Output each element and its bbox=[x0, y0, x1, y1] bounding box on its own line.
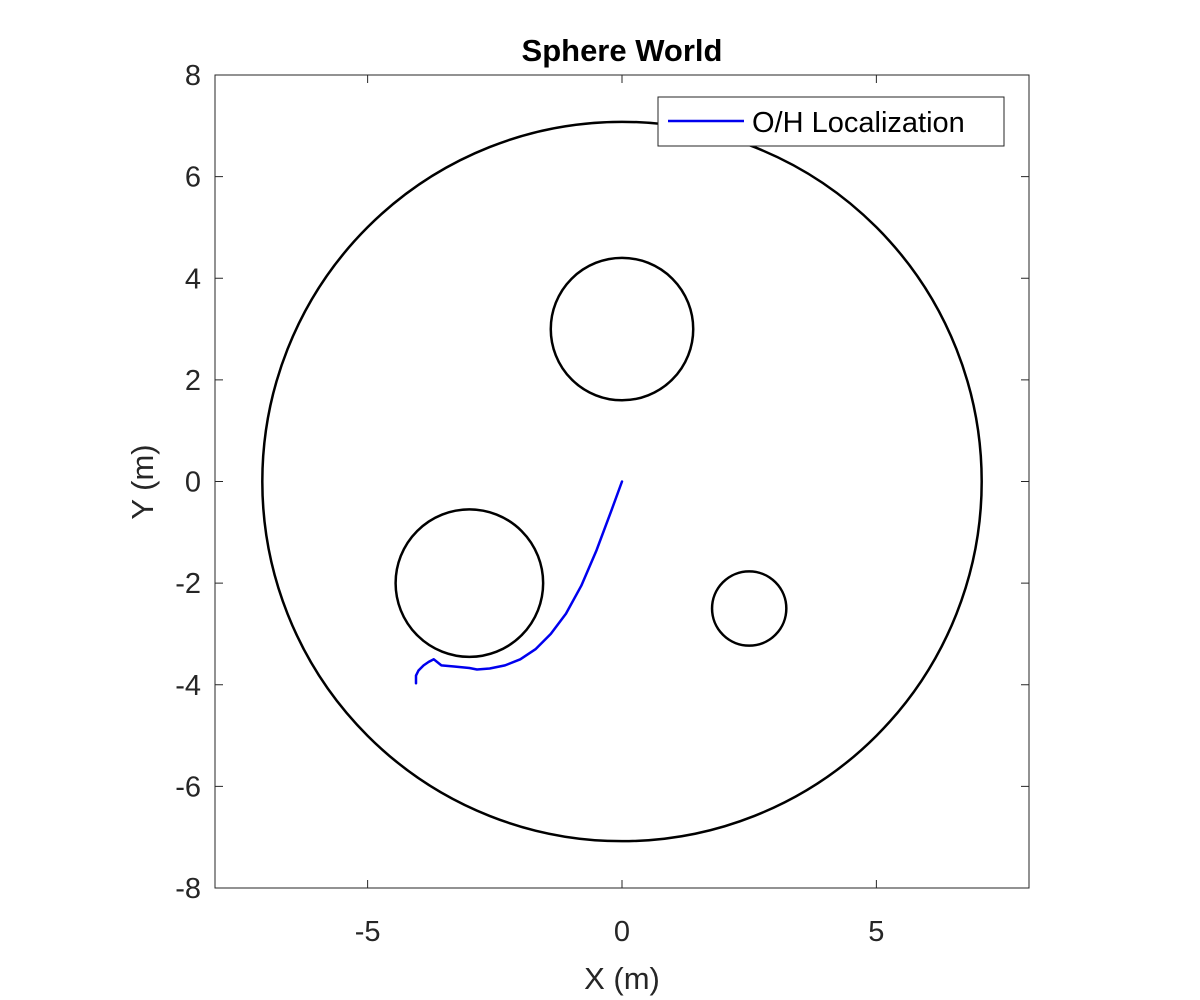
series-line-0 bbox=[414, 480, 624, 685]
y-tick-label: 0 bbox=[185, 467, 201, 499]
x-tick-label: 0 bbox=[614, 916, 630, 948]
y-tick-label: 8 bbox=[185, 60, 201, 92]
obstacles-layer bbox=[261, 120, 983, 843]
x-tick-label: 5 bbox=[868, 916, 884, 948]
y-tick-label: 2 bbox=[185, 365, 201, 397]
obstacle-1-circle bbox=[549, 256, 695, 402]
y-axis-label: Y (m) bbox=[125, 444, 160, 519]
ticks-layer bbox=[215, 74, 1029, 889]
tick-labels-layer: -5 0 5 8 6 4 2 0 -2 -4 -6 -8 bbox=[175, 60, 884, 948]
obstacle-3-circle bbox=[710, 570, 788, 647]
y-tick-label: -2 bbox=[175, 568, 201, 600]
legend: O/H Localization bbox=[657, 96, 1005, 147]
x-tick-label: -5 bbox=[355, 916, 381, 948]
chart-title: Sphere World bbox=[522, 33, 723, 68]
x-axis-label: X (m) bbox=[584, 961, 660, 996]
obstacle-2-circle bbox=[394, 508, 545, 659]
legend-label: O/H Localization bbox=[752, 107, 965, 139]
boundary-circle bbox=[261, 120, 983, 843]
y-tick-label: 4 bbox=[185, 263, 201, 295]
y-tick-label: -4 bbox=[175, 670, 201, 702]
y-tick-label: -8 bbox=[175, 873, 201, 905]
y-tick-label: -6 bbox=[175, 771, 201, 803]
series-layer bbox=[414, 480, 624, 685]
y-tick-label: 6 bbox=[185, 162, 201, 194]
